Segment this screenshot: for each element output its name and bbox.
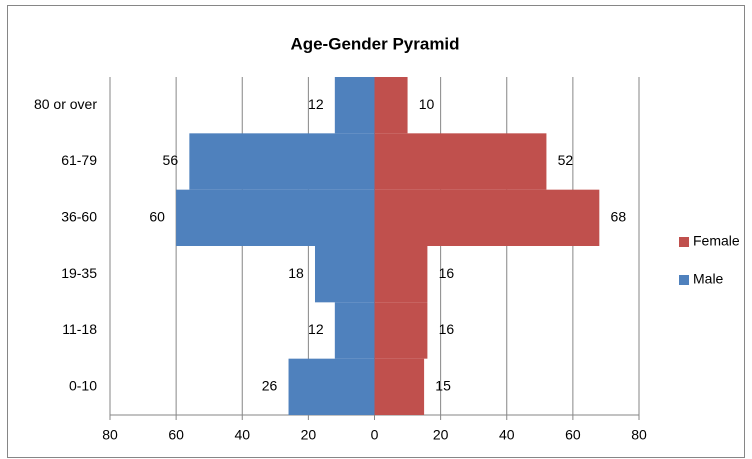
x-tick-label: 60 — [565, 427, 581, 443]
legend-label: Female — [693, 233, 740, 249]
data-label: 16 — [439, 265, 455, 281]
bar — [374, 189, 600, 246]
y-tick-label: 19-35 — [61, 265, 97, 281]
x-tick-label: 20 — [433, 427, 449, 443]
bar — [189, 133, 375, 190]
data-label: 10 — [419, 96, 435, 112]
y-tick-label: 61-79 — [61, 152, 97, 168]
x-tick-label: 0 — [371, 427, 379, 443]
data-label: 60 — [149, 209, 165, 225]
bar — [334, 77, 375, 134]
x-tick-label: 80 — [102, 427, 118, 443]
data-label: 56 — [163, 152, 179, 168]
data-label: 68 — [611, 209, 627, 225]
legend-swatch — [679, 237, 689, 247]
data-label: 12 — [308, 96, 324, 112]
bar — [374, 77, 408, 134]
x-tick-label: 20 — [301, 427, 317, 443]
y-tick-label: 80 or over — [34, 96, 97, 112]
bar — [374, 358, 425, 415]
chart-title: Age-Gender Pyramid — [290, 34, 459, 53]
bar — [314, 246, 375, 303]
bar — [334, 302, 375, 359]
y-tick-label: 0-10 — [69, 378, 97, 394]
bar — [374, 133, 547, 190]
data-label: 16 — [439, 321, 455, 337]
bar — [176, 189, 375, 246]
y-tick-label: 36-60 — [61, 209, 97, 225]
data-label: 26 — [262, 378, 278, 394]
data-label: 18 — [288, 265, 304, 281]
x-tick-label: 80 — [631, 427, 647, 443]
bar — [374, 246, 428, 303]
data-label: 52 — [558, 152, 574, 168]
x-tick-label: 40 — [234, 427, 250, 443]
bar — [374, 302, 428, 359]
data-label: 12 — [308, 321, 324, 337]
x-tick-label: 60 — [168, 427, 184, 443]
legend-swatch — [679, 275, 689, 285]
x-tick-label: 40 — [499, 427, 515, 443]
legend-label: Male — [693, 271, 724, 287]
y-tick-label: 11-18 — [62, 321, 97, 337]
bar — [288, 358, 375, 415]
data-label: 15 — [435, 378, 451, 394]
